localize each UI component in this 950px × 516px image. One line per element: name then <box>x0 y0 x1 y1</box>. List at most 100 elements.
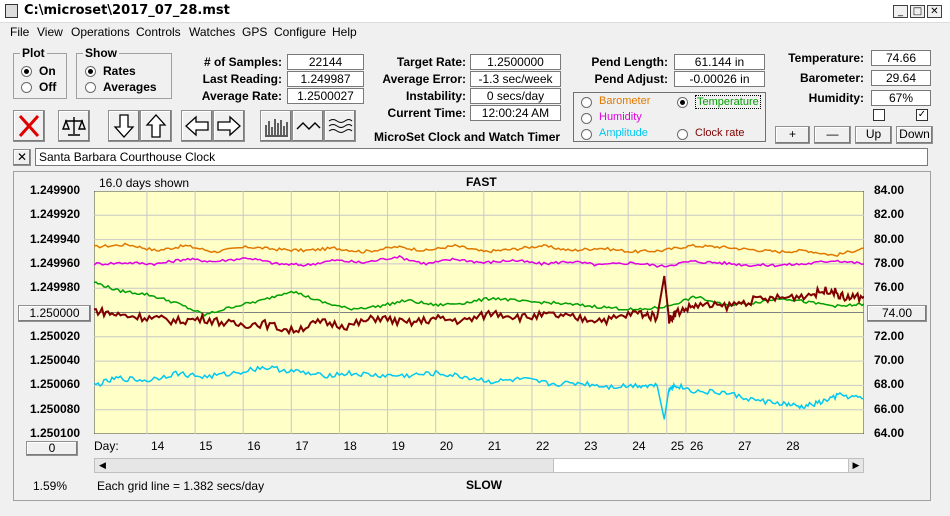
multi-line-button[interactable] <box>324 110 356 142</box>
pend-length-label: Pend Length: <box>591 55 668 69</box>
pend-adjust-label: Pend Adjust: <box>594 72 668 86</box>
plot-off-label: Off <box>39 80 57 94</box>
menu-bar: File View Operations Controls Watches GP… <box>0 23 950 41</box>
current-time-label: Current Time: <box>387 106 466 120</box>
minimize-button[interactable]: _ <box>893 5 908 18</box>
app-subtitle: MicroSet Clock and Watch Timer <box>374 130 561 144</box>
day-tick-label: 18 <box>343 439 357 453</box>
scroll-right-button[interactable] <box>213 110 245 142</box>
watch-name-field[interactable]: Santa Barbara Courthouse Clock <box>35 148 928 166</box>
right-axis-tick: 68.00 <box>874 377 905 392</box>
scroll-left-button[interactable] <box>181 110 213 142</box>
arrow-left-icon <box>185 115 209 137</box>
day-tick-label: 21 <box>487 439 502 453</box>
option-checkbox-1[interactable] <box>873 109 885 121</box>
menu-watches[interactable]: Watches <box>189 25 236 39</box>
right-axis-tick: 78.00 <box>874 255 905 270</box>
days-shown-label: 16.0 days shown <box>99 176 190 190</box>
close-button[interactable]: ✕ <box>927 5 942 18</box>
scroll-down-button[interactable] <box>108 110 140 142</box>
day-tick-label: 27 <box>738 439 752 453</box>
right-axis-tick: 76.00 <box>874 280 905 295</box>
show-rates-radio[interactable] <box>85 66 96 77</box>
samples-value: 22144 <box>287 54 364 70</box>
pend-adjust-value: -0.00026 in <box>674 71 765 87</box>
clear-button[interactable] <box>13 110 45 142</box>
sensor-select-group <box>573 92 766 142</box>
menu-help[interactable]: Help <box>332 25 357 39</box>
plot-off-radio[interactable] <box>21 82 32 93</box>
clock-rate-radio[interactable] <box>677 129 688 140</box>
close-icon: ✕ <box>16 150 28 164</box>
amplitude-radio[interactable] <box>581 129 592 140</box>
clear-icon <box>18 114 40 138</box>
average-rate-value: 1.2500027 <box>287 88 364 104</box>
scroll-right-arrow-icon[interactable]: ▶ <box>852 460 860 470</box>
series-line-humidity <box>94 254 864 268</box>
bar-graph-button[interactable] <box>260 110 292 142</box>
barometer-radio[interactable] <box>581 97 592 108</box>
right-axis-tick: 66.00 <box>874 401 905 416</box>
scroll-up-button[interactable] <box>140 110 172 142</box>
day-tick-label: 16 <box>247 439 261 453</box>
day-tick-label: 19 <box>391 439 405 453</box>
horizontal-scrollbar[interactable]: ◀ ▶ <box>94 458 864 473</box>
menu-gps[interactable]: GPS <box>242 25 268 39</box>
day-tick-label: 20 <box>439 439 454 453</box>
day-tick-label: 15 <box>199 439 213 453</box>
instability-label: Instability: <box>405 89 466 103</box>
center-temp-button[interactable]: 74.00 <box>867 305 927 322</box>
amplitude-option: Amplitude <box>599 127 648 139</box>
barometer-label: Barometer: <box>799 71 864 85</box>
right-axis-tick: 82.00 <box>874 207 905 222</box>
series-lines <box>94 242 864 420</box>
show-averages-radio[interactable] <box>85 82 96 93</box>
maximize-button[interactable]: □ <box>910 5 925 18</box>
temperature-value: 74.66 <box>871 50 931 66</box>
increase-button[interactable]: + <box>775 126 810 144</box>
right-axis-tick: 72.00 <box>874 328 905 343</box>
app-icon <box>5 4 18 18</box>
scroll-thumb[interactable] <box>553 459 849 472</box>
percent-label: 1.59% <box>33 479 68 493</box>
menu-view[interactable]: View <box>37 25 63 39</box>
watch-close-button[interactable]: ✕ <box>13 149 31 166</box>
scroll-left-arrow-icon[interactable]: ◀ <box>99 460 106 470</box>
temperature-radio[interactable] <box>677 97 688 108</box>
plot-on-label: On <box>39 64 56 78</box>
zero-button[interactable]: 0 <box>26 441 78 456</box>
grid-line-label: Each grid line = 1.382 secs/day <box>97 479 265 493</box>
plot-on-radio[interactable] <box>21 66 32 77</box>
line-wave-icon <box>296 122 321 130</box>
balance-button[interactable] <box>58 110 90 142</box>
menu-file[interactable]: File <box>10 25 30 39</box>
menu-operations[interactable]: Operations <box>71 25 130 39</box>
series-line-clockrate <box>94 275 864 336</box>
day-tick-label: 28 <box>786 439 800 453</box>
fast-label: FAST <box>466 175 497 189</box>
arrow-right-icon <box>217 115 241 137</box>
target-rate-label: Target Rate: <box>396 55 466 69</box>
rate-chart <box>94 191 864 434</box>
down-button[interactable]: Down <box>896 126 933 144</box>
humidity-radio[interactable] <box>581 113 592 124</box>
option-checkbox-2[interactable]: ✓ <box>916 109 928 121</box>
series-line-amplitude <box>94 365 864 420</box>
line-graph-button[interactable] <box>292 110 324 142</box>
title-bar: C:\microset\2017_07_28.mst _ □ ✕ <box>0 0 950 23</box>
day-tick-label: 25 <box>670 439 685 453</box>
grid-lines <box>94 191 864 434</box>
day-tick-label: 26 <box>689 439 704 453</box>
menu-controls[interactable]: Controls <box>136 25 181 39</box>
center-rate-button[interactable]: 1.250000 <box>18 305 91 322</box>
chart-frame <box>13 171 931 501</box>
barometer-value: 29.64 <box>871 70 931 86</box>
menu-configure[interactable]: Configure <box>274 25 327 39</box>
day-tick-label: 24 <box>632 439 646 453</box>
up-button[interactable]: Up <box>855 126 892 144</box>
humidity-option: Humidity <box>599 111 642 123</box>
decrease-button[interactable]: — <box>814 126 851 144</box>
day-axis-label: Day: <box>94 439 119 453</box>
left-axis-tick: 1.250060 <box>30 377 81 392</box>
left-axis-tick: 1.249980 <box>30 280 81 295</box>
